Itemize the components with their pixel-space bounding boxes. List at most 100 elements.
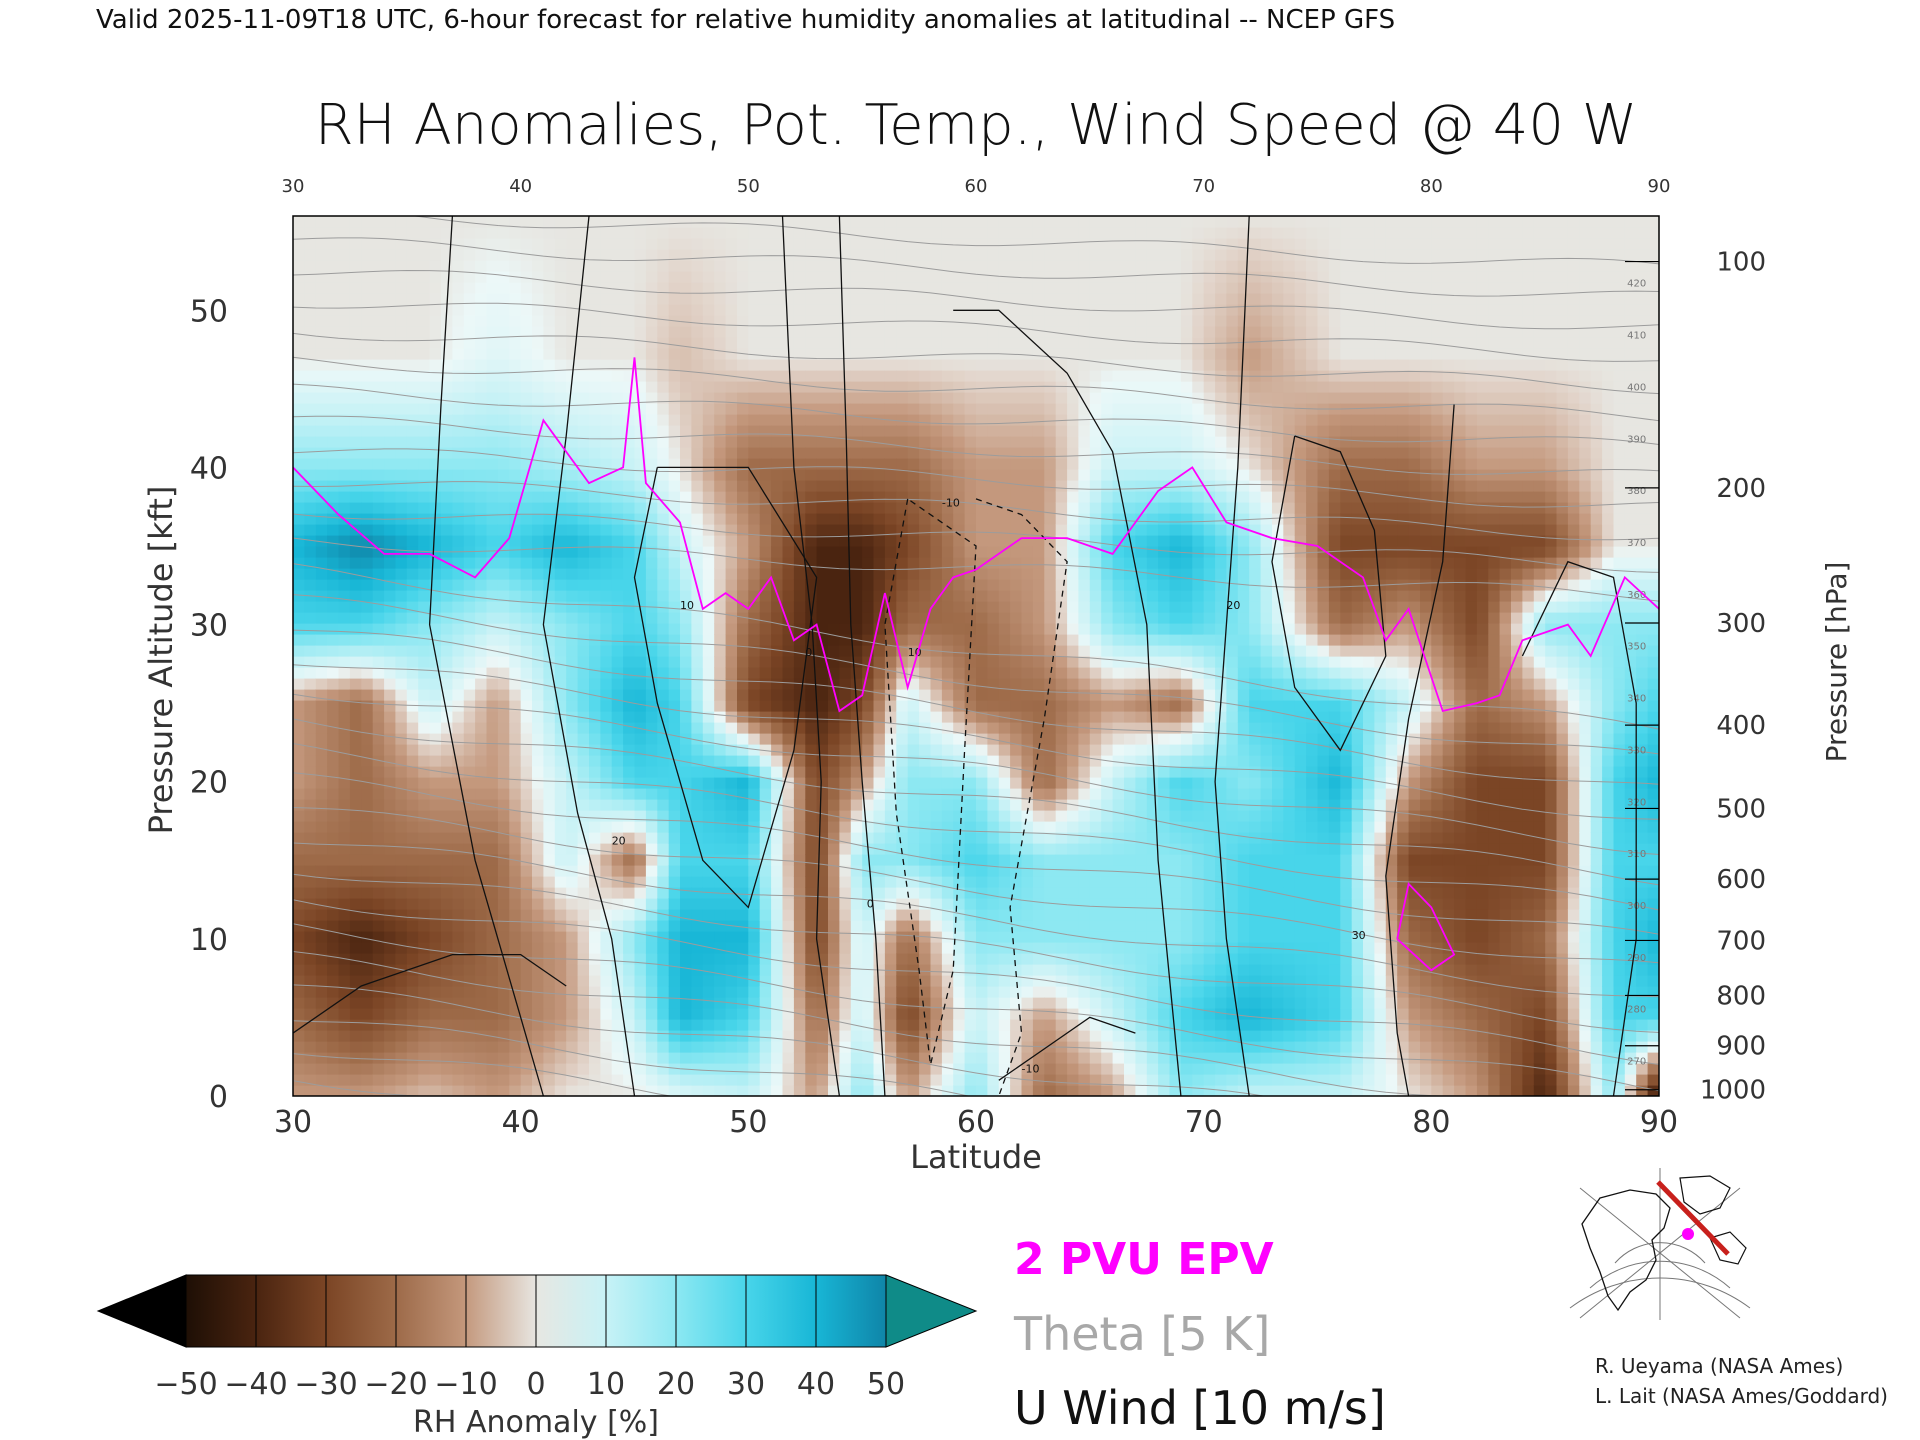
rh-cell: [452, 832, 465, 844]
rh-cell: [964, 898, 977, 910]
rh-cell: [520, 788, 533, 800]
rh-cell: [532, 777, 544, 789]
rh-cell: [964, 810, 977, 822]
rh-cell: [338, 271, 351, 283]
rh-cell: [680, 535, 692, 547]
rh-cell: [634, 766, 647, 778]
rh-cell: [304, 667, 317, 679]
rh-cell: [611, 1030, 624, 1042]
rh-cell: [475, 260, 488, 272]
rh-cell: [987, 238, 1000, 250]
rh-cell: [748, 777, 761, 789]
rh-cell: [623, 227, 636, 239]
rh-cell: [714, 1041, 727, 1053]
rh-cell: [828, 744, 840, 756]
rh-cell: [349, 337, 362, 349]
rh-cell: [668, 942, 681, 954]
rh-cell: [509, 524, 522, 536]
rh-cell: [862, 1030, 875, 1042]
rh-cell: [384, 821, 397, 833]
rh-cell: [782, 359, 795, 371]
rh-cell: [850, 579, 863, 591]
rh-cell: [941, 810, 954, 822]
rh-cell: [839, 678, 852, 690]
rh-cell: [623, 1063, 636, 1075]
rh-cell: [589, 986, 601, 998]
rh-cell: [873, 733, 886, 745]
rh-cell: [543, 491, 556, 503]
rh-cell: [543, 909, 556, 921]
rh-cell: [600, 304, 613, 316]
rh-cell: [577, 249, 590, 261]
rh-cell: [884, 293, 897, 305]
rh-cell: [702, 1052, 715, 1064]
rh-cell: [964, 370, 977, 382]
rh-cell: [497, 425, 510, 437]
rh-cell: [782, 843, 795, 855]
rh-cell: [737, 359, 749, 371]
rh-cell: [828, 1085, 840, 1096]
rh-cell: [520, 293, 533, 305]
rh-cell: [520, 876, 533, 888]
rh-cell: [839, 865, 852, 877]
rh-cell: [919, 557, 932, 569]
rh-cell: [702, 249, 715, 261]
rh-cell: [919, 667, 932, 679]
rh-cell: [327, 645, 340, 657]
rh-cell: [793, 722, 806, 734]
rh-cell: [338, 645, 351, 657]
rh-cell: [759, 832, 772, 844]
rh-cell: [361, 623, 374, 635]
rh-cell: [816, 535, 829, 547]
rh-cell: [486, 601, 499, 613]
rh-cell: [327, 678, 340, 690]
rh-cell: [873, 942, 886, 954]
rh-cell: [611, 898, 624, 910]
rh-cell: [589, 711, 601, 723]
rh-cell: [293, 260, 305, 272]
rh-cell: [987, 810, 1000, 822]
rh-cell: [634, 271, 647, 283]
rh-cell: [884, 469, 897, 481]
rh-cell: [919, 1008, 932, 1020]
rh-cell: [418, 458, 431, 470]
rh-cell: [862, 722, 875, 734]
rh-cell: [577, 623, 590, 635]
rh-cell: [441, 898, 453, 910]
rh-cell: [862, 260, 875, 272]
rh-cell: [486, 1041, 499, 1053]
rh-cell: [327, 788, 340, 800]
rh-cell: [589, 623, 601, 635]
rh-cell: [976, 1063, 988, 1075]
rh-cell: [532, 293, 544, 305]
rh-cell: [452, 392, 465, 404]
rh-cell: [497, 447, 510, 459]
rh-cell: [589, 458, 601, 470]
rh-cell: [657, 1008, 670, 1020]
rh-cell: [930, 447, 943, 459]
rh-cell: [589, 898, 601, 910]
rh-cell: [725, 403, 738, 415]
rh-cell: [338, 579, 351, 591]
rh-cell: [793, 997, 806, 1009]
rh-cell: [463, 425, 476, 437]
rh-cell: [429, 590, 442, 602]
rh-cell: [737, 810, 749, 822]
rh-cell: [737, 216, 749, 228]
rh-cell: [509, 623, 522, 635]
rh-cell: [589, 1019, 601, 1031]
rh-cell: [645, 304, 658, 316]
rh-cell: [862, 942, 875, 954]
rh-cell: [873, 414, 886, 426]
rh-cell: [497, 590, 510, 602]
rh-cell: [930, 634, 943, 646]
rh-cell: [793, 843, 806, 855]
rh-cell: [338, 799, 351, 811]
rh-cell: [828, 348, 840, 360]
rh-cell: [884, 326, 897, 338]
rh-cell: [406, 788, 419, 800]
rh-cell: [930, 953, 943, 965]
rh-cell: [748, 282, 761, 294]
rh-cell: [793, 359, 806, 371]
rh-cell: [941, 227, 954, 239]
